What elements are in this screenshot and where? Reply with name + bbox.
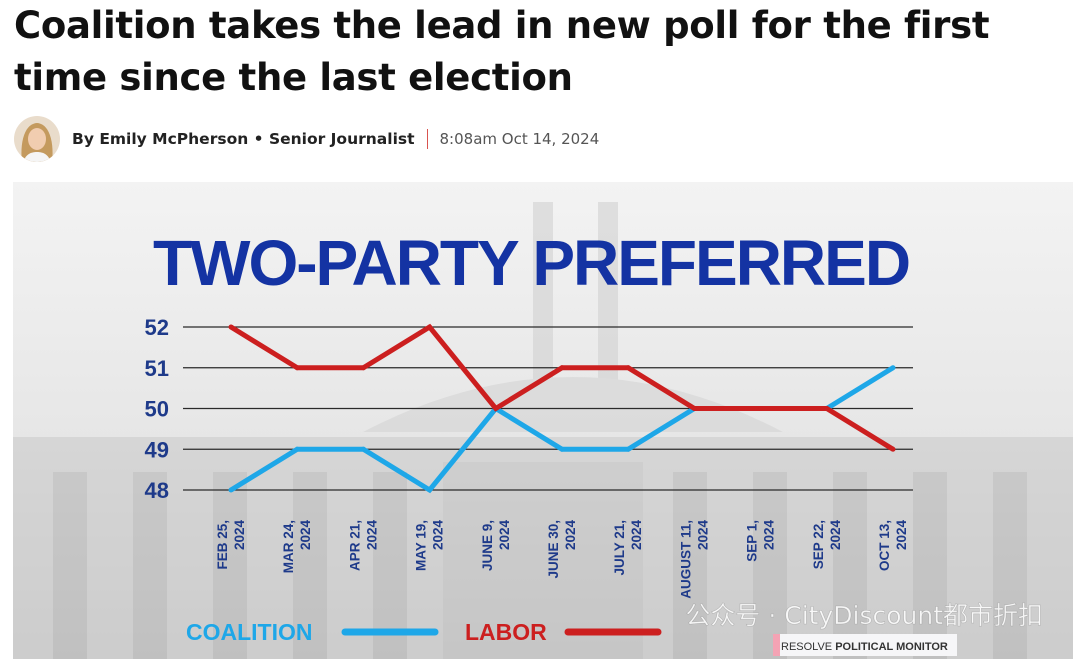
x-tick-label-line1: FEB 25,	[215, 520, 230, 570]
flagpole-leg-right	[598, 202, 618, 432]
x-tick-label: MAY 19, 2024	[414, 520, 446, 572]
x-tick-label-line1: SEP 1,	[745, 520, 760, 562]
x-tick-label-line2: 2024	[431, 520, 446, 551]
x-tick-label-line1: SEP 22,	[811, 520, 826, 569]
x-tick-label: JUNE 9, 2024	[480, 520, 512, 572]
x-tick-label-line2: 2024	[563, 520, 578, 551]
x-tick-label-line2: 2024	[364, 520, 379, 551]
y-axis-ticks: 52 51 50 49 48	[145, 315, 169, 503]
x-tick-label-line2: 2024	[298, 520, 313, 551]
x-tick-label: SEP 22, 2024	[811, 520, 843, 570]
x-tick-label-line2: 2024	[762, 520, 777, 551]
chart-figure: TWO-PARTY PREFERRED 52 51 50 49 48 FEB 25, 20…	[13, 182, 1073, 659]
x-axis-ticks: FEB 25, 2024 MAR 24, 2024 APR 21, 2024 MAY 19,…	[215, 520, 909, 599]
x-tick-label-line2: 2024	[828, 520, 843, 551]
source-badge-accent	[773, 634, 780, 656]
data-point-labor	[228, 324, 234, 330]
author-avatar[interactable]	[14, 116, 60, 162]
data-point-coalition	[890, 365, 896, 371]
background-building	[13, 202, 1073, 659]
x-tick-label-line1: AUGUST 11,	[678, 520, 693, 599]
x-tick-label: MAR 24, 2024	[281, 520, 313, 574]
x-tick-label-line2: 2024	[497, 520, 512, 551]
data-point-labor	[360, 365, 366, 371]
byline-separator	[426, 129, 428, 149]
x-tick-label-line1: OCT 13,	[877, 520, 892, 571]
x-tick-label-line1: JULY 21,	[612, 520, 627, 576]
legend-label-coalition: COALITION	[186, 619, 313, 645]
x-tick-label-line2: 2024	[894, 520, 909, 551]
data-point-labor	[625, 365, 631, 371]
article-headline: Coalition takes the lead in new poll for…	[14, 4, 990, 99]
data-point-labor	[890, 446, 896, 452]
source-badge: RESOLVE POLITICAL MONITOR	[773, 634, 957, 656]
byline: By Emily McPherson • Senior Journalist 8…	[14, 115, 599, 163]
x-tick-label-line2: 2024	[629, 520, 644, 551]
x-tick-label: JULY 21, 2024	[612, 520, 644, 576]
data-point-coalition	[294, 446, 300, 452]
series-lines	[228, 323, 896, 494]
y-tick-label: 49	[145, 437, 169, 462]
x-tick-label: APR 21, 2024	[347, 520, 379, 572]
x-tick-label-line1: APR 21,	[347, 520, 362, 571]
x-tick-label: FEB 25, 2024	[215, 520, 247, 570]
author-name[interactable]: By Emily McPherson • Senior Journalist	[72, 130, 415, 148]
chart-legend: COALITION LABOR	[186, 619, 662, 645]
source-badge-background	[773, 634, 957, 656]
x-tick-label: JUNE 30, 2024	[546, 520, 578, 579]
chart-title: TWO-PARTY PREFERRED	[153, 227, 909, 299]
x-tick-label-line1: MAR 24,	[281, 520, 296, 573]
y-tick-label: 50	[145, 397, 169, 422]
x-tick-label-line2: 2024	[232, 520, 247, 551]
watermark-text: 公众号 · CityDiscount都市折扣	[685, 601, 1043, 630]
data-point-coalition	[427, 487, 433, 493]
data-point-labor	[559, 365, 565, 371]
data-point-labor	[824, 406, 830, 411]
x-tick-label: OCT 13, 2024	[877, 520, 909, 571]
data-point-coalition	[625, 446, 631, 452]
data-point-labor	[493, 406, 499, 411]
x-tick-label-line1: JUNE 9,	[480, 520, 495, 571]
source-badge-label: RESOLVE POLITICAL MONITOR	[781, 641, 948, 653]
y-tick-label: 52	[145, 315, 169, 340]
x-tick-label-line1: MAY 19,	[414, 520, 429, 571]
data-point-coalition	[360, 446, 366, 452]
building-entrance	[443, 462, 643, 659]
building-columns	[53, 472, 1027, 659]
data-point-labor	[691, 406, 697, 411]
y-tick-label: 48	[145, 478, 169, 503]
data-point-coalition	[228, 487, 234, 493]
data-point-labor	[427, 324, 433, 330]
x-tick-label-line1: JUNE 30,	[546, 520, 561, 579]
y-tick-label: 51	[145, 356, 169, 381]
data-point-coalition	[559, 446, 565, 452]
x-tick-label: AUGUST 11, 2024	[678, 520, 710, 599]
data-point-labor	[294, 365, 300, 371]
data-point-labor	[758, 406, 764, 411]
x-tick-label: SEP 1, 2024	[745, 520, 777, 562]
x-tick-label-line2: 2024	[695, 520, 710, 551]
legend-label-labor: LABOR	[465, 619, 547, 645]
publish-timestamp: 8:08am Oct 14, 2024	[439, 130, 600, 148]
